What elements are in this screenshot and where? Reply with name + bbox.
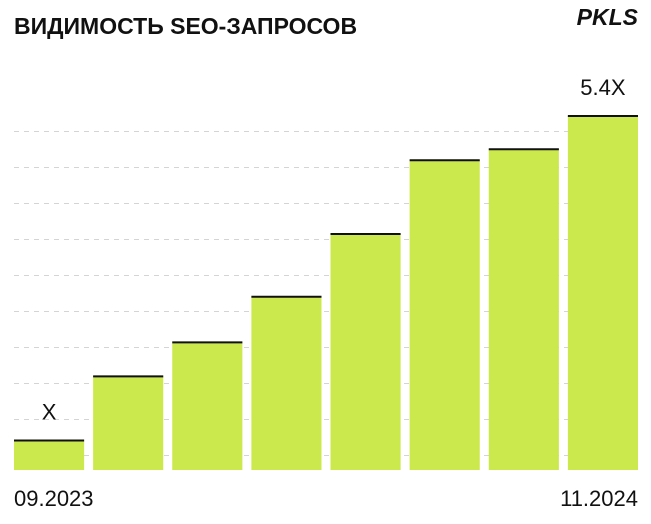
value-label: 5.4X <box>580 75 626 100</box>
x-tick-label: 09.2023 <box>14 486 94 511</box>
bar <box>251 296 322 470</box>
bar <box>488 149 559 470</box>
bar <box>93 376 164 470</box>
bar <box>14 440 85 470</box>
bar <box>567 116 638 470</box>
x-tick-label: 11.2024 <box>560 486 638 511</box>
chart-title: ВИДИМОСТЬ SEO-ЗАПРОСОВ <box>14 13 357 39</box>
bar <box>172 342 243 470</box>
value-label: X <box>42 399 57 424</box>
bar <box>330 234 401 470</box>
bar <box>409 160 480 470</box>
logo: PKLS <box>577 4 639 30</box>
